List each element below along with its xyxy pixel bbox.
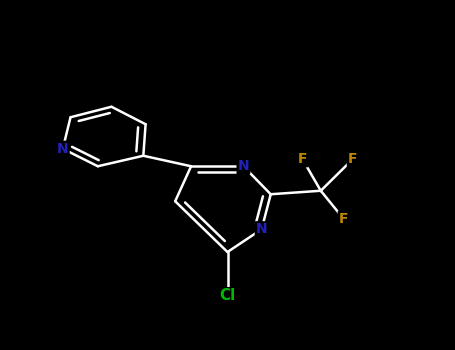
Text: F: F (339, 212, 348, 226)
Text: F: F (348, 152, 357, 166)
Text: N: N (256, 222, 268, 236)
Text: F: F (298, 152, 307, 166)
Text: N: N (57, 142, 69, 156)
Text: Cl: Cl (219, 288, 236, 303)
Text: N: N (238, 159, 249, 173)
